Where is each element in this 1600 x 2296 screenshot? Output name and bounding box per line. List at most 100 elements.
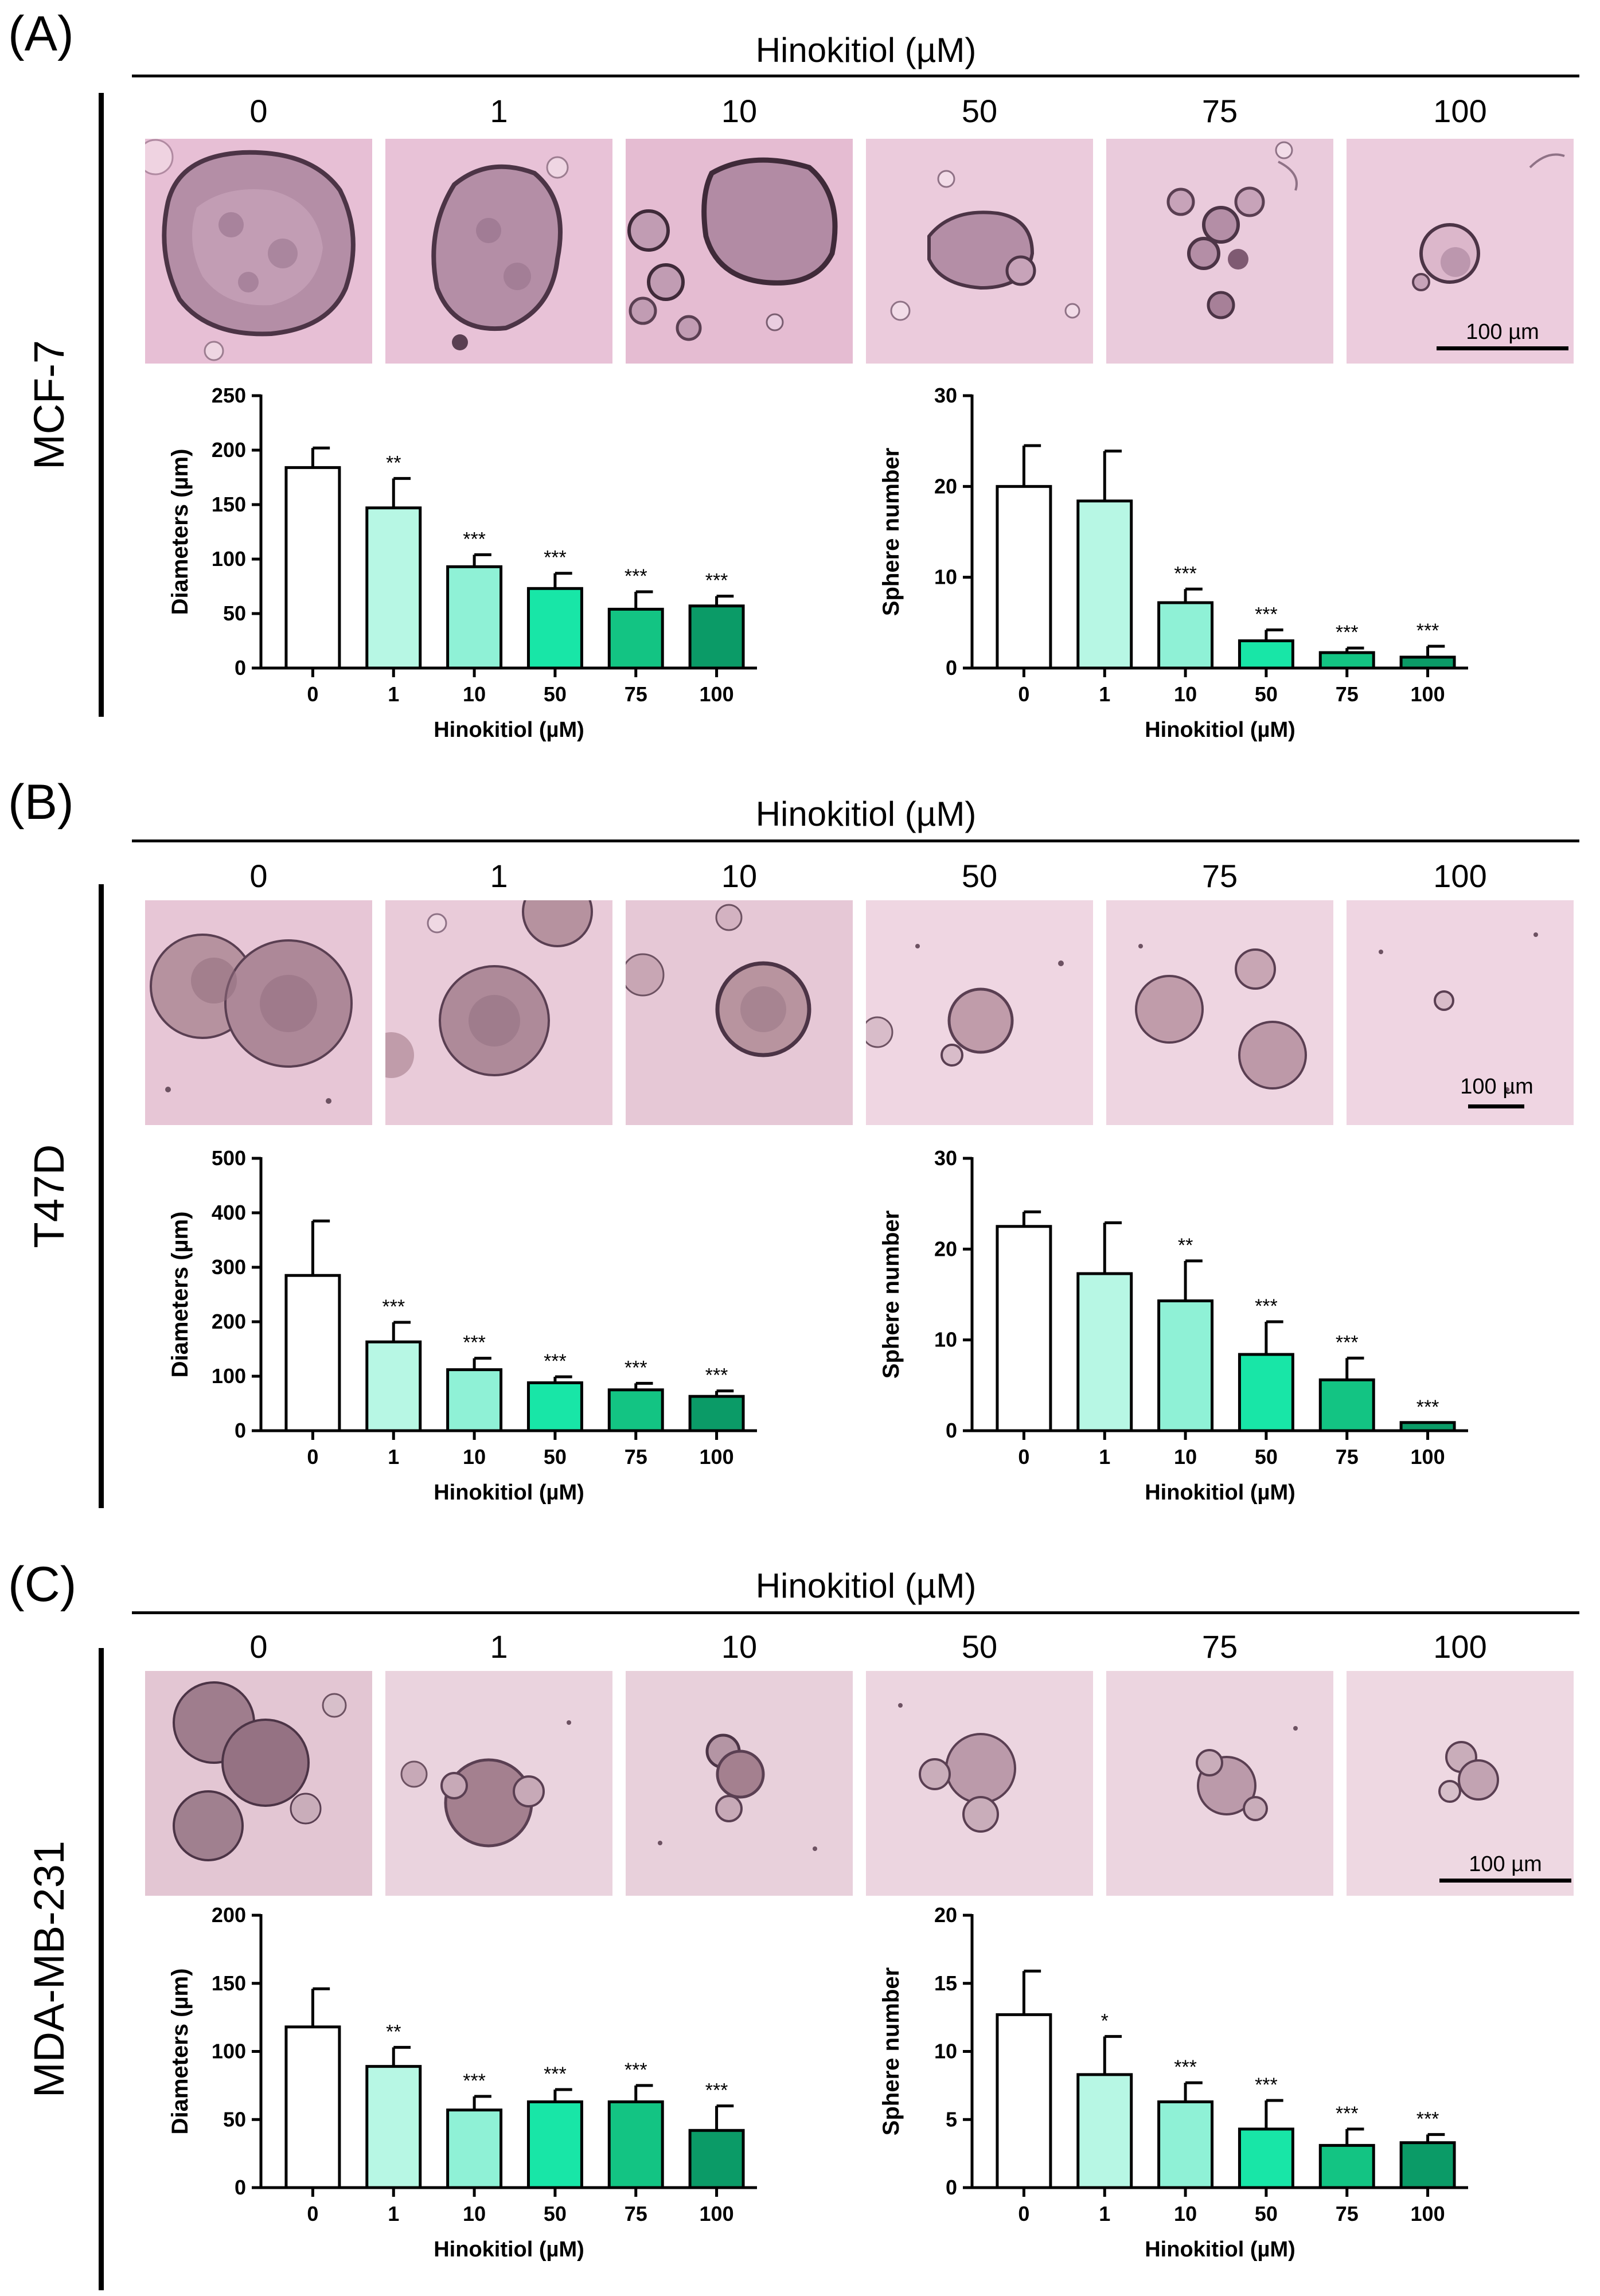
x-tick-label: 100: [700, 1445, 734, 1469]
bar: [1076, 499, 1133, 670]
bar: [607, 607, 664, 670]
x-tick-label: 100: [1411, 2202, 1445, 2225]
y-axis-title: Diameters (µm): [167, 449, 193, 615]
x-tick-label: 100: [1411, 682, 1445, 706]
x-tick-label: 1: [388, 1445, 399, 1469]
x-axis-title: Hinokitiol (µM): [434, 718, 584, 742]
significance-label: ***: [463, 2070, 486, 2092]
scale-bar: [1439, 1879, 1571, 1883]
significance-label: ***: [705, 1365, 728, 1387]
bar: [996, 485, 1052, 670]
bar: [688, 604, 745, 670]
y-tick-label: 10: [934, 565, 957, 589]
bar: [688, 2129, 745, 2189]
significance-label: ***: [705, 2080, 728, 2102]
y-tick-label: 0: [235, 656, 246, 680]
x-tick-label: 75: [1336, 1445, 1359, 1469]
bar: [1399, 655, 1456, 670]
x-tick-label: 10: [463, 2202, 486, 2225]
significance-label: ***: [625, 1357, 647, 1379]
significance-label: ***: [1255, 2074, 1278, 2096]
micrograph: [866, 1671, 1093, 1896]
y-tick-label: 20: [934, 474, 957, 498]
bar: [446, 565, 503, 670]
y-tick-label: 250: [212, 384, 246, 407]
x-tick-label: 75: [625, 682, 647, 706]
bar: [1076, 1272, 1133, 1432]
y-tick-label: 15: [934, 1971, 957, 1995]
treatment-header: Hinokitiol (µM): [755, 31, 977, 69]
micrograph: [866, 139, 1093, 364]
header-rule: [132, 1611, 1579, 1614]
x-tick-label: 0: [1018, 1445, 1029, 1469]
significance-label: ***: [1336, 2103, 1359, 2125]
y-tick-label: 20: [934, 1237, 957, 1260]
micrograph: [1347, 1671, 1574, 1896]
bar: [996, 1225, 1052, 1432]
significance-label: ***: [1336, 1331, 1359, 1353]
significance-label: **: [386, 452, 401, 474]
significance-label: ***: [1255, 1295, 1278, 1317]
concentration-label: 75: [1201, 858, 1238, 894]
chart-c-sphere-number: 0 5 10 15 20 0 1 * 10 *** 50 *** 75 *** 100 *** Hinokiti…: [879, 1903, 1468, 2262]
x-tick-label: 0: [1018, 2202, 1029, 2225]
bar: [1318, 2143, 1375, 2189]
x-tick-label: 10: [463, 1445, 486, 1469]
scale-bar: [1468, 1104, 1524, 1108]
bar: [1076, 2073, 1133, 2189]
chart-a-diameters: 0 50 100 150 200 250 0 1 ** 10 *** 50 *** 75 *** 100 ***…: [167, 384, 757, 742]
bar: [284, 466, 341, 670]
chart-b-sphere-number: 0 10 20 30 0 1 10 ** 50 *** 75 *** 100 *** Hinokitiol …: [879, 1146, 1468, 1505]
y-tick-label: 400: [212, 1201, 246, 1224]
concentration-label: 100: [1433, 1629, 1487, 1665]
significance-label: ***: [1416, 2108, 1439, 2130]
y-axis-title: Sphere number: [879, 1211, 904, 1379]
x-tick-label: 1: [1099, 1445, 1110, 1469]
x-tick-label: 10: [1174, 1445, 1197, 1469]
x-tick-label: 100: [1411, 1445, 1445, 1469]
concentration-label: 10: [721, 858, 758, 894]
bar: [365, 506, 422, 670]
micrograph: [626, 900, 853, 1125]
x-tick-label: 75: [1336, 682, 1359, 706]
chart-a-sphere-number: 0 10 20 30 0 1 10 *** 50 *** 75 *** 100 *** Hinokitiol…: [879, 384, 1468, 742]
x-tick-label: 10: [463, 682, 486, 706]
concentration-label: 1: [490, 1629, 508, 1665]
bar: [607, 2100, 664, 2189]
micrograph: [1347, 900, 1574, 1125]
plot-area: 0 10 20 30 0 1 10 ** 50 *** 75 *** 100 *** Hinokitiol …: [879, 1146, 1468, 1505]
x-tick-label: 50: [544, 682, 567, 706]
micrograph: [1106, 1671, 1333, 1896]
cell-line-label: MCF-7: [25, 339, 73, 470]
micrograph: [145, 900, 372, 1125]
concentration-label: 50: [961, 858, 998, 894]
x-tick-label: 75: [625, 1445, 647, 1469]
x-tick-label: 75: [625, 2202, 647, 2225]
header-rule: [132, 75, 1579, 77]
x-tick-label: 50: [544, 1445, 567, 1469]
bar: [526, 2100, 583, 2189]
y-tick-label: 5: [946, 2107, 957, 2131]
y-tick-label: 0: [235, 1419, 246, 1442]
significance-label: ***: [625, 2059, 647, 2081]
scale-bar-label: 100 µm: [1466, 320, 1539, 344]
significance-label: **: [1178, 1235, 1193, 1256]
micrograph: [385, 139, 612, 364]
y-tick-label: 0: [235, 2176, 246, 2199]
panel-label: (B): [8, 775, 74, 830]
bar: [1399, 2141, 1456, 2189]
x-tick-label: 1: [1099, 682, 1110, 706]
x-tick-label: 50: [544, 2202, 567, 2225]
x-axis-title: Hinokitiol (µM): [434, 2238, 584, 2262]
bar: [365, 2065, 422, 2189]
x-axis-title: Hinokitiol (µM): [1145, 718, 1295, 742]
significance-label: ***: [705, 570, 728, 592]
significance-label: ***: [1416, 1396, 1439, 1418]
cell-line-rule: [99, 1648, 104, 2290]
bar: [446, 1368, 503, 1432]
concentration-label: 50: [961, 93, 998, 129]
scale-bar-label: 100 µm: [1460, 1075, 1533, 1099]
y-tick-label: 10: [934, 1328, 957, 1352]
bar: [1318, 651, 1375, 670]
x-tick-label: 50: [1255, 2202, 1278, 2225]
